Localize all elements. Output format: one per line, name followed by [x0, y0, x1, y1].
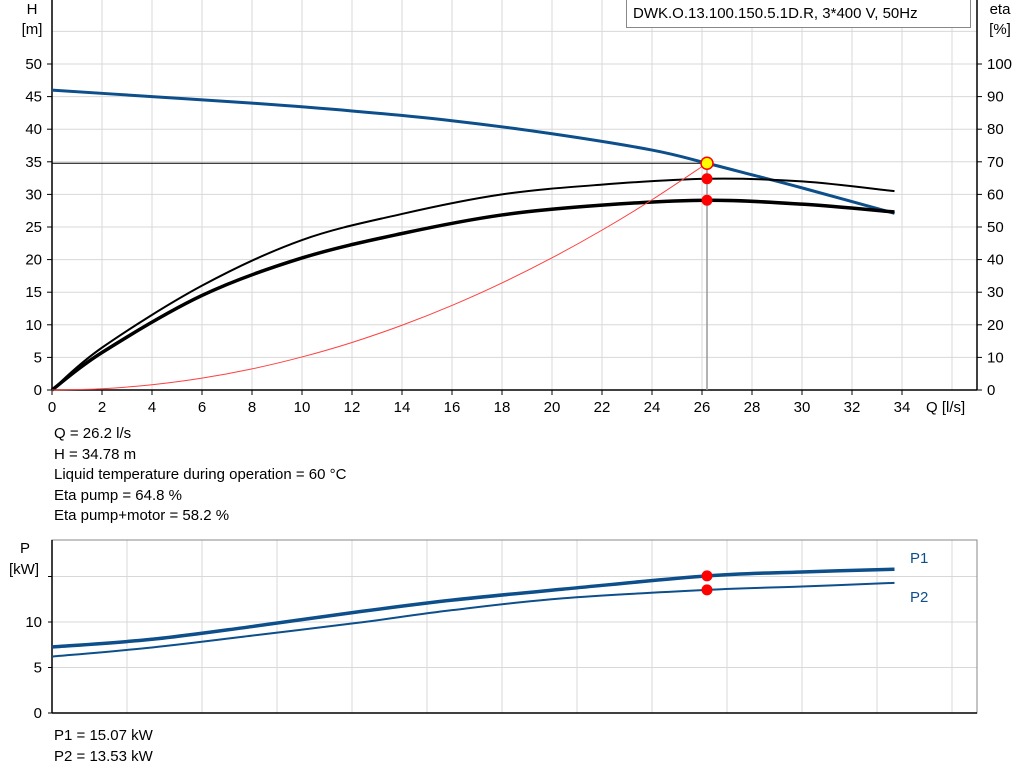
x-tick-label: 30 — [794, 399, 811, 416]
operating-point — [700, 156, 714, 170]
x-tick-label: 18 — [494, 399, 511, 416]
y-right-tick-label: 80 — [987, 121, 1004, 138]
y-tick-label: 30 — [25, 186, 42, 203]
x-tick-label: 24 — [644, 399, 661, 416]
y-right-tick-label: 50 — [987, 219, 1004, 236]
y-right-tick-label: 20 — [987, 317, 1004, 334]
x-tick-label: 28 — [744, 399, 761, 416]
eta-pump-point — [701, 173, 713, 185]
p2-label: P2 — [910, 589, 928, 606]
y-right-tick-label: 30 — [987, 284, 1004, 301]
x-tick-label: 0 — [48, 399, 56, 416]
y-right-axis-label: eta — [990, 1, 1012, 18]
x-tick-label: 20 — [544, 399, 561, 416]
y-tick-label: 50 — [25, 56, 42, 73]
p1-label: P1 — [910, 550, 928, 567]
power-info: P1 = 15.07 kW P2 = 13.53 kW — [54, 726, 153, 767]
y-tick-label: 40 — [25, 121, 42, 138]
info-h: H = 34.78 m — [54, 445, 137, 463]
p2-point — [701, 584, 713, 596]
x-tick-label: 8 — [248, 399, 256, 416]
x-axis-label: Q [l/s] — [926, 399, 965, 416]
y-right-tick-label: 90 — [987, 89, 1004, 106]
y-axis-label: H — [27, 1, 38, 18]
y-tick-label: 15 — [25, 284, 42, 301]
x-tick-label: 14 — [394, 399, 411, 416]
info-p2: P2 = 13.53 kW — [54, 747, 153, 765]
y-tick-label: 25 — [25, 219, 42, 236]
x-tick-label: 4 — [148, 399, 156, 416]
eta-pump-curve — [51, 177, 895, 391]
y-right-tick-label: 100 — [987, 56, 1012, 73]
x-tick-label: 34 — [894, 399, 911, 416]
y-tick-label: 10 — [25, 317, 42, 334]
head-curve — [51, 88, 895, 215]
p1-point — [701, 570, 713, 582]
operating-info: Q = 26.2 l/s H = 34.78 m Liquid temperat… — [54, 424, 346, 527]
y-right-tick-label: 70 — [987, 154, 1004, 171]
system-curve — [51, 162, 708, 391]
y-right-tick-label: 10 — [987, 349, 1004, 366]
chart-title: DWK.O.13.100.150.5.1D.R, 3*400 V, 50Hz — [626, 0, 971, 28]
eta-total-curve — [50, 198, 895, 392]
p1-curve — [51, 567, 895, 649]
y-tick-label: 35 — [25, 154, 42, 171]
y-right-tick-label: 0 — [987, 382, 995, 399]
y-axis-unit: [m] — [22, 21, 43, 38]
info-eta-total: Eta pump+motor = 58.2 % — [54, 507, 230, 524]
x-tick-label: 12 — [344, 399, 361, 416]
p-axis-label: P — [20, 540, 30, 557]
x-tick-label: 10 — [294, 399, 311, 416]
y-tick-label: 0 — [34, 382, 42, 399]
eta-total-point — [701, 194, 713, 206]
y-right-tick-label: 40 — [987, 252, 1004, 269]
p-y-tick-label: 10 — [25, 614, 42, 631]
info-p1: P1 = 15.07 kW — [54, 727, 153, 744]
y-tick-label: 45 — [25, 89, 42, 106]
info-eta-pump: Eta pump = 64.8 % — [54, 486, 182, 504]
x-tick-label: 16 — [444, 399, 461, 416]
p-y-tick-label: 0 — [34, 705, 42, 722]
y-right-tick-label: 60 — [987, 186, 1004, 203]
y-right-axis-unit: [%] — [989, 21, 1011, 38]
power-plot-frame — [51, 539, 978, 714]
x-tick-label: 26 — [694, 399, 711, 416]
x-tick-label: 32 — [844, 399, 861, 416]
p2-curve — [51, 581, 895, 658]
x-tick-label: 6 — [198, 399, 206, 416]
info-temp: Liquid temperature during operation = 60… — [54, 466, 347, 483]
y-tick-label: 20 — [25, 252, 42, 269]
p-axis-unit: [kW] — [9, 561, 39, 578]
p-y-tick-label: 5 — [34, 660, 42, 677]
info-q: Q = 26.2 l/s — [54, 425, 132, 442]
y-tick-label: 5 — [34, 349, 42, 366]
x-tick-label: 2 — [98, 399, 106, 416]
x-tick-label: 22 — [594, 399, 611, 416]
